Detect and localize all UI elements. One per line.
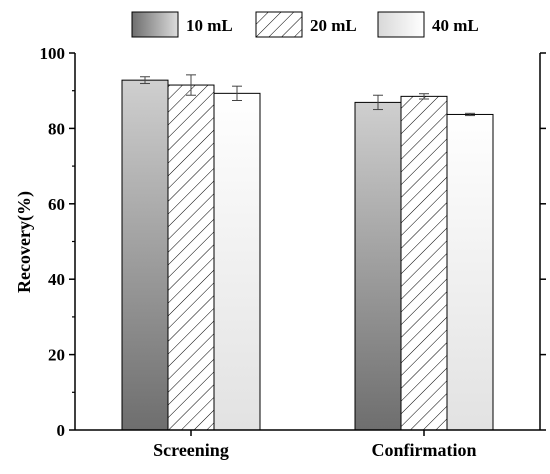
error-bar-10ml-confirmation [373,94,383,111]
error-bar-40ml-confirmation [465,112,475,117]
legend-label: 40 mL [432,16,479,35]
bar-20ml-screening [167,84,215,431]
legend-swatch [131,11,179,38]
x-tick-label-screening: Screening [153,440,229,460]
legend-item-20ml: 20 mL [255,11,357,38]
legend-item-10ml: 10 mL [131,11,233,38]
error-bar-10ml-screening [140,76,150,85]
y-tick-label-100: 100 [40,44,66,63]
legend-item-40ml: 40 mL [377,11,479,38]
y-tick-label-80: 80 [48,119,65,138]
plot-area [121,74,494,431]
legend-swatch [255,11,303,38]
error-bar-20ml-screening [186,74,196,96]
error-bar-20ml-confirmation [419,93,429,100]
legend-label: 10 mL [186,16,233,35]
bar-20ml-confirmation [400,95,448,431]
bar-10ml-screening [121,79,169,431]
y-tick-label-0: 0 [57,421,66,440]
y-tick-label-60: 60 [48,195,65,214]
x-tick-label-confirmation: Confirmation [372,440,477,460]
y-axis-label: Recovery(%) [14,191,35,293]
error-bar-40ml-screening [232,85,242,102]
y-tick-label-20: 20 [48,346,65,365]
axes: Screening Confirmation 0 20 40 60 80 100 [40,44,546,460]
legend-swatch [377,11,425,38]
bar-10ml-confirmation [354,101,402,431]
legend-label: 20 mL [310,16,357,35]
legend: 10 mL 20 mL 40 mL [131,11,479,38]
bar-40ml-screening [213,92,261,431]
bar-40ml-confirmation [446,113,494,431]
y-tick-label-40: 40 [48,270,65,289]
